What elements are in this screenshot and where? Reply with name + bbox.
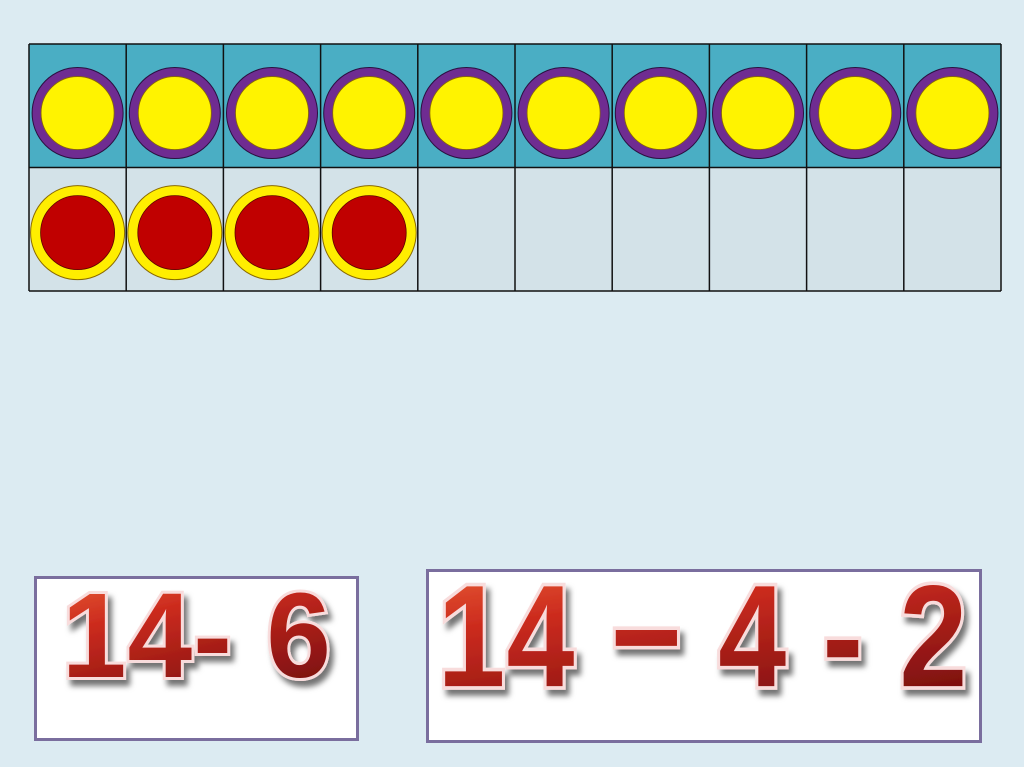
svg-text:14- 6: 14- 6	[62, 569, 332, 704]
svg-text:14 − 4 - 2: 14 − 4 - 2	[437, 556, 968, 717]
